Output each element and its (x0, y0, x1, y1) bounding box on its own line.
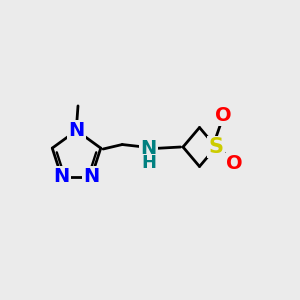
Text: O: O (226, 154, 242, 173)
Text: N: N (53, 167, 70, 186)
Text: O: O (215, 106, 232, 125)
Text: H: H (141, 154, 156, 172)
Text: N: N (83, 167, 100, 186)
Text: N: N (140, 139, 157, 158)
Text: N: N (68, 121, 85, 140)
Text: S: S (208, 137, 224, 157)
